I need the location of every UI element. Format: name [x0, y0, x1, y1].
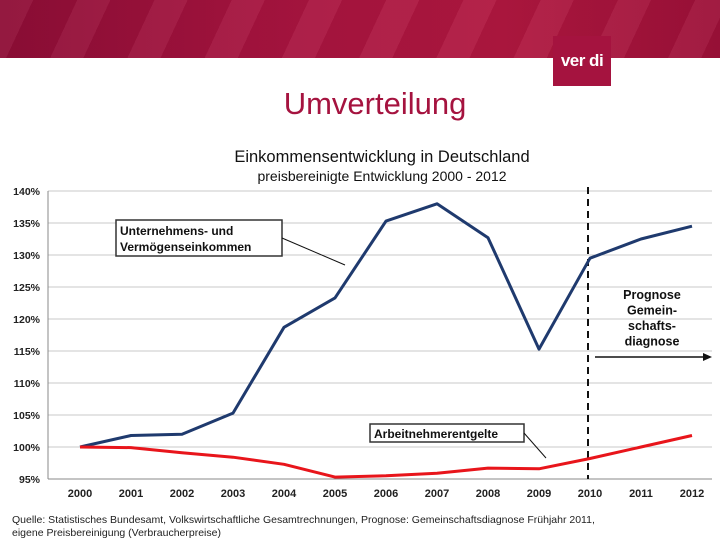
verdi-logo: ver di	[553, 36, 611, 86]
source-line-1: Quelle: Statistisches Bundesamt, Volkswi…	[12, 514, 595, 526]
source-line-2: eigene Preisbereinigung (Verbraucherprei…	[12, 527, 221, 539]
x-tick-label: 2005	[323, 488, 347, 500]
chart-title: Einkommensentwicklung in Deutschland	[234, 148, 529, 166]
x-tick-label: 2008	[476, 488, 500, 500]
x-tick-label: 2004	[272, 488, 297, 500]
forecast-label: Prognose	[623, 288, 681, 302]
y-tick-label: 140%	[13, 186, 41, 198]
y-tick-label: 115%	[14, 346, 41, 358]
x-tick-label: 2003	[221, 488, 245, 500]
y-tick-label: 120%	[13, 314, 41, 326]
x-tick-label: 2007	[425, 488, 449, 500]
label-box-capital-income	[115, 219, 283, 257]
leader-employee-compensation	[523, 432, 547, 459]
slide-title: Umverteilung	[283, 86, 467, 121]
y-tick-label: 110%	[14, 378, 41, 390]
forecast-label: Gemein-	[627, 304, 677, 318]
y-tick-label: 135%	[13, 218, 41, 230]
y-tick-label: 130%	[13, 250, 41, 262]
y-tick-label: 125%	[13, 282, 41, 294]
x-tick-label: 2001	[119, 488, 143, 500]
chart-subtitle: preisbereinigte Entwicklung 2000 - 2012	[257, 168, 506, 184]
leader-capital-income	[281, 237, 346, 266]
income-chart: Einkommensentwicklung in Deutschland pre…	[13, 148, 712, 500]
label-capital-income-line2: Vermögenseinkommen	[120, 240, 251, 254]
x-tick-label: 2009	[527, 488, 551, 500]
x-tick-label: 2010	[578, 488, 602, 500]
x-tick-label: 2011	[629, 488, 653, 500]
x-tick-label: 2002	[170, 488, 194, 500]
x-tick-label: 2012	[680, 488, 704, 500]
y-tick-label: 105%	[13, 410, 41, 422]
y-tick-label: 100%	[13, 442, 41, 454]
source-note: Quelle: Statistisches Bundesamt, Volkswi…	[12, 514, 595, 540]
label-capital-income-line1: Unternehmens- und	[120, 224, 233, 238]
x-tick-label: 2006	[374, 488, 398, 500]
x-tick-label: 2000	[68, 488, 92, 500]
header-banner	[0, 0, 720, 58]
y-tick-label: 95%	[19, 474, 41, 486]
label-employee-compensation: Arbeitnehmerentgelte	[374, 427, 498, 441]
forecast-arrow-head	[703, 353, 712, 361]
series-line-capital-income	[79, 202, 693, 449]
series-line-employee-compensation	[79, 434, 693, 479]
forecast-label: diagnose	[625, 335, 680, 349]
forecast-label: schafts-	[628, 319, 676, 333]
